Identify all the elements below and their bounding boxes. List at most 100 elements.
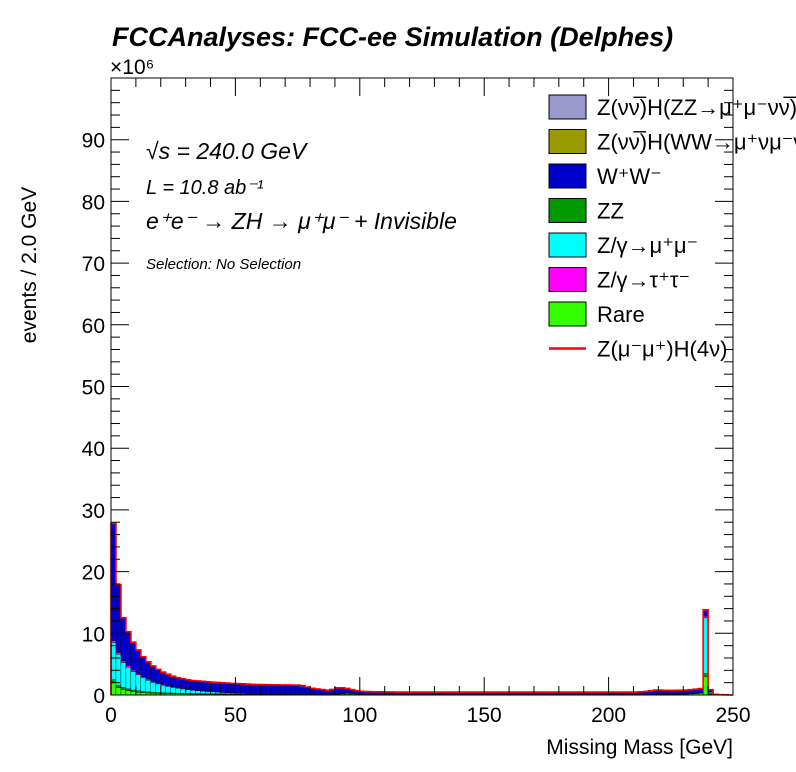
bar-4-24 [230, 683, 236, 693]
y-tick-label: 10 [82, 623, 105, 646]
bar-4-19 [205, 681, 211, 692]
legend-label: Rare [597, 302, 645, 327]
bar-4-25 [235, 683, 241, 694]
bar-2-11 [165, 686, 171, 694]
bar-4-17 [195, 680, 201, 691]
bar-3-2 [120, 660, 127, 663]
bar-2-19 [205, 691, 211, 694]
legend-entry: W⁺W⁻ [548, 163, 662, 189]
bar-0-2 [120, 689, 127, 696]
bar-4-30 [260, 684, 266, 695]
bar-4-21 [215, 682, 221, 692]
bar-2-14 [180, 688, 186, 694]
bar-2-18 [200, 690, 206, 694]
x-tick-label: 150 [467, 704, 502, 727]
bar-3-6 [140, 676, 147, 679]
bar-3-1 [115, 652, 122, 655]
x-axis-label: Missing Mass [GeV] [546, 736, 733, 759]
process-annotation: e⁺e⁻ → ZH → μ⁺μ⁻ + Invisible [146, 208, 457, 234]
sqrt-s-annotation: √s = 240.0 GeV [146, 138, 309, 164]
bar-1-4 [130, 689, 137, 692]
legend-swatch [548, 163, 587, 189]
legend-swatch [548, 232, 587, 258]
legend-label: Z(νν̅)H(WW→μ⁺νμ⁻ν) [597, 130, 796, 155]
legend-entry: Z/γ→τ⁺τ⁻ [548, 267, 690, 293]
bar-4-27 [245, 683, 251, 694]
legend-swatch [548, 301, 587, 327]
chart-title: FCCAnalyses: FCC-ee Simulation (Delphes) [112, 22, 673, 52]
bar-2-10 [160, 685, 166, 693]
bar-2-8 [150, 682, 156, 693]
signal-line-group [110, 522, 733, 696]
bar-2-20 [210, 691, 216, 694]
bar-3-5 [135, 673, 142, 675]
legend-label: ZZ [597, 199, 624, 224]
y-tick-label: 90 [82, 130, 105, 153]
y-tick-label: 0 [93, 685, 105, 708]
x-tick-label: 250 [715, 704, 750, 727]
legend-entry: Z(μ⁻μ⁺)H(4ν) [549, 337, 727, 362]
legend-entry: ZZ [548, 198, 624, 224]
legend-entry: Rare [548, 301, 645, 327]
bar-4-26 [240, 683, 246, 694]
bar-2-6 [140, 677, 147, 692]
bar-4-22 [220, 682, 226, 693]
bar-0-4 [130, 691, 137, 696]
y-tick-label: 50 [82, 377, 105, 400]
lumi-annotation: L = 10.8 ab⁻¹ [146, 177, 264, 199]
bar-2-1 [115, 654, 122, 686]
legend-label: W⁺W⁻ [597, 164, 662, 189]
legend-entry: Z(νν̅)H(WW→μ⁺νμ⁻ν) [548, 129, 796, 155]
legend-swatch [548, 129, 587, 154]
legend-swatch [548, 198, 587, 223]
y-tick-label: 40 [82, 438, 105, 461]
bar-0-1 [115, 687, 122, 696]
bar-0-3 [125, 690, 132, 696]
x-tick-label: 50 [224, 704, 247, 727]
signal-line [110, 522, 733, 696]
bar-1-6 [140, 691, 147, 693]
bar-4-36 [289, 684, 296, 695]
legend-label: Z(μ⁻μ⁺)H(4ν) [597, 337, 727, 362]
legend-swatch [548, 267, 587, 292]
bar-2-13 [175, 688, 181, 694]
bar-2-2 [120, 662, 127, 688]
y-axis-label: events / 2.0 GeV [18, 187, 41, 343]
x-tick-label: 200 [591, 704, 626, 727]
bar-4-32 [270, 684, 276, 695]
bar-4-29 [255, 684, 261, 694]
bar-2-22 [220, 692, 226, 695]
stacked-bars [110, 523, 729, 696]
bar-1-3 [125, 688, 132, 691]
y-tick-label: 70 [82, 253, 105, 276]
bar-2-12 [170, 687, 176, 694]
selection-annotation: Selection: No Selection [146, 256, 301, 273]
bar-2-4 [130, 671, 137, 691]
bar-4-20 [210, 681, 216, 692]
bar-2-7 [145, 680, 151, 693]
bar-4-35 [284, 684, 291, 695]
bar-1-1 [115, 684, 122, 688]
bar-4-16 [190, 680, 196, 690]
bar-4-31 [265, 684, 271, 695]
bar-2-3 [125, 667, 132, 690]
legend-swatch [548, 94, 587, 120]
legend-label: Z/γ→τ⁺τ⁻ [597, 268, 690, 293]
legend-label: Z/γ→μ⁺μ⁻ [597, 233, 698, 258]
bar-2-17 [195, 690, 201, 694]
legend-label: Z(νν̅)H(ZZ→μ⁺μ⁻νν̅) [597, 95, 796, 120]
bar-2-15 [185, 689, 191, 694]
bar-3-3 [125, 665, 132, 668]
y-multiplier: ×10⁶ [110, 56, 154, 79]
bar-4-34 [280, 684, 286, 695]
y-tick-label: 20 [82, 562, 105, 585]
bar-2-5 [135, 674, 142, 691]
bar-1-5 [135, 690, 142, 693]
y-tick-label: 80 [82, 191, 105, 214]
bar-2-16 [190, 690, 196, 694]
legend-entry: Z(νν̅)H(ZZ→μ⁺μ⁻νν̅) [548, 94, 796, 120]
legend-entry: Z/γ→μ⁺μ⁻ [548, 232, 698, 258]
bar-4-18 [200, 681, 206, 691]
x-tick-label: 0 [105, 704, 117, 727]
